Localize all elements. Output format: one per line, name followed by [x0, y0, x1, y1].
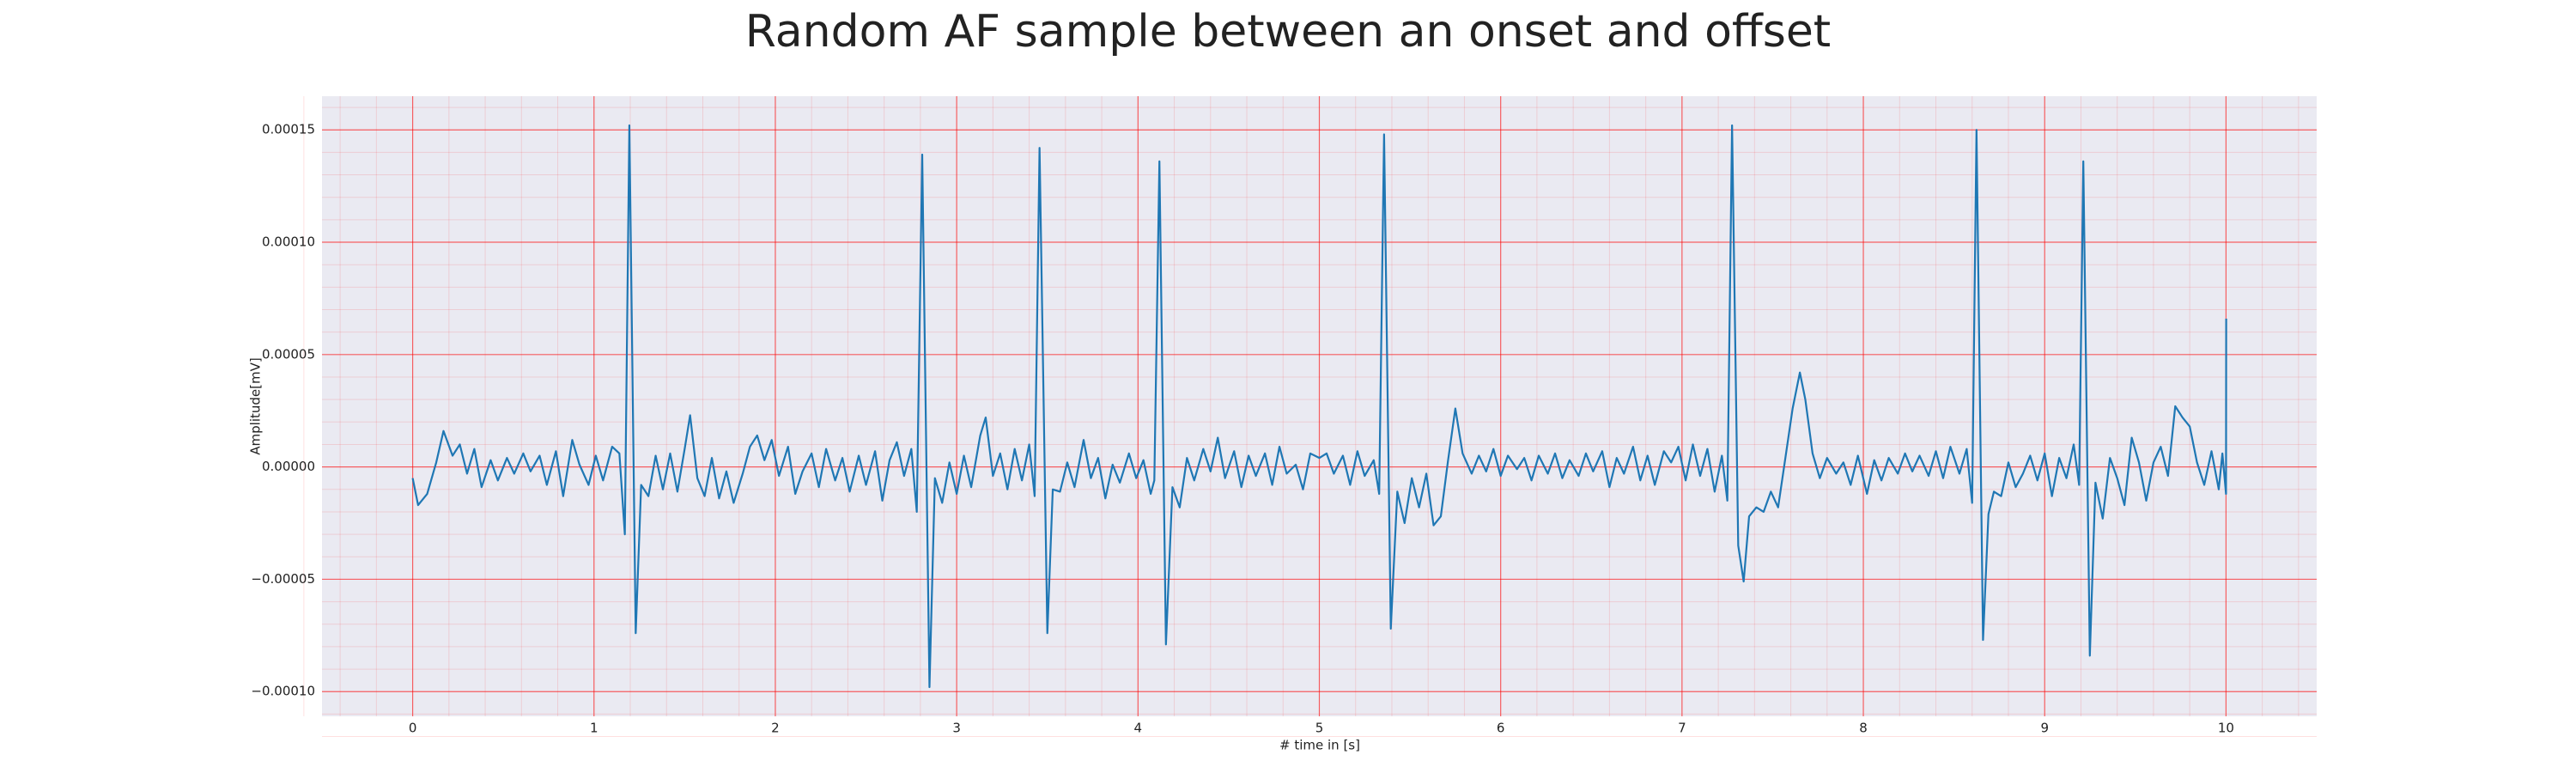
x-tick-label: 6	[1497, 721, 1505, 736]
x-tick-label: 7	[1678, 721, 1686, 736]
y-tick-label: −0.00005	[251, 571, 315, 587]
x-tick-label: 8	[1859, 721, 1868, 736]
chart-title: Random AF sample between an onset and of…	[745, 6, 1831, 58]
y-tick-label: −0.00010	[251, 684, 315, 699]
signal-line	[411, 124, 2227, 689]
y-tick-label: 0.00005	[262, 346, 315, 362]
x-tick-label: 4	[1134, 721, 1143, 736]
y-axis-label: Amplitude[mV]	[248, 357, 264, 454]
x-tick-label: 9	[2040, 721, 2049, 736]
y-tick-label: 0.00000	[262, 459, 315, 474]
x-tick-label: 5	[1315, 721, 1324, 736]
x-tick-label: 10	[2218, 721, 2234, 736]
x-tick-label: 2	[771, 721, 780, 736]
y-tick-label: 0.00010	[262, 234, 315, 250]
x-tick-label: 3	[952, 721, 961, 736]
y-tick-label: 0.00015	[262, 122, 315, 137]
x-tick-label: 0	[409, 721, 417, 736]
x-axis-label: # time in [s]	[1279, 738, 1360, 753]
x-tick-label: 1	[590, 721, 598, 736]
